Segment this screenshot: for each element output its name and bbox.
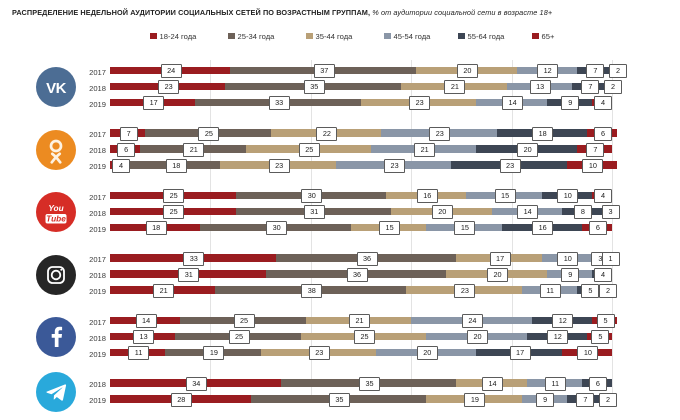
svg-text:VK: VK <box>46 80 67 97</box>
svg-text:Tube: Tube <box>46 214 66 224</box>
svg-text:You: You <box>48 203 63 213</box>
